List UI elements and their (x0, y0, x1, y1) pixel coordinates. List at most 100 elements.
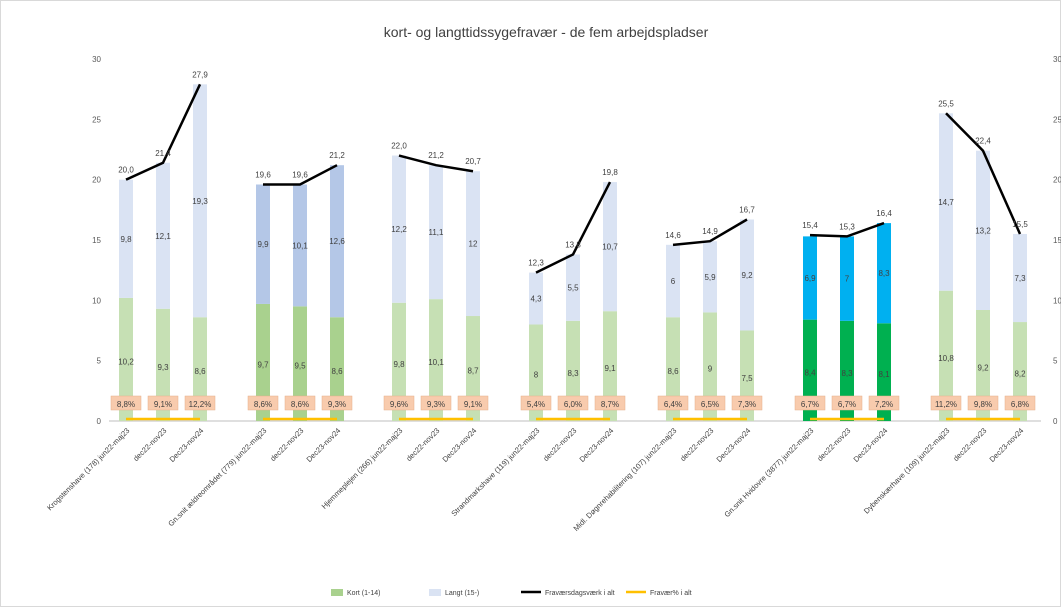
pct-value-label: 6,7% (801, 400, 819, 409)
pct-value-label: 7,2% (875, 400, 893, 409)
kort-value-label: 8,6 (194, 367, 206, 376)
pct-value-label: 8,7% (601, 400, 619, 409)
total-value-label: 14,6 (665, 231, 681, 240)
y-tick-label-right-1: 5 (1053, 357, 1058, 366)
chart-title: kort- og langttidssygefravær - de fem ar… (384, 24, 709, 40)
bar-langt (119, 179, 133, 298)
y-tick-label-left-1: 5 (97, 357, 102, 366)
lines (125, 83, 1022, 421)
total-line (535, 181, 612, 274)
kort-value-label: 8,1 (878, 370, 890, 379)
kort-value-label: 9,2 (977, 363, 989, 372)
y-tick-label-left-4: 20 (92, 176, 101, 185)
kort-value-label: 8 (534, 371, 539, 380)
category-label: Dec23-nov24 (304, 426, 342, 464)
pct-value-label: 6,7% (838, 400, 856, 409)
pct-value-label: 12,2% (189, 400, 212, 409)
bar-kort (193, 317, 207, 421)
total-line (809, 221, 885, 238)
pct-label-box (184, 395, 216, 411)
pct-label-box (147, 395, 179, 411)
langt-value-label: 14,7 (938, 198, 954, 207)
pct-label-box (694, 395, 726, 411)
pct-label-box (284, 395, 316, 411)
total-value-label: 15,3 (839, 222, 855, 231)
pct-value-label: 5,4% (527, 400, 545, 409)
langt-value-label: 4,3 (530, 295, 542, 304)
pct-label-box (457, 395, 489, 411)
bar-kort (119, 297, 133, 421)
bar-langt (529, 272, 543, 325)
total-line (672, 218, 748, 247)
y-tick-label-left-2: 10 (92, 296, 101, 305)
kort-value-label: 9,1 (604, 364, 616, 373)
pct-label-box (731, 395, 763, 411)
y-tick-label-right-0: 0 (1053, 417, 1058, 426)
langt-value-label: 6,9 (804, 274, 816, 283)
total-value-label: 21,2 (329, 151, 345, 160)
langt-value-label: 10,1 (292, 241, 308, 250)
total-value-label: 21,2 (428, 151, 444, 160)
langt-value-label: 12,1 (155, 232, 171, 241)
category-label: Gn.snit ældreområdet (779) jun22-maj23 (166, 426, 268, 528)
langt-value-label: 7,3 (1014, 274, 1026, 283)
pct-label-box (794, 395, 826, 411)
langt-value-label: 13,2 (975, 226, 991, 235)
y-tick-label-right-2: 10 (1053, 296, 1061, 305)
category-label: dec22-nov23 (541, 426, 578, 463)
pct-label-box (930, 395, 962, 411)
pct-value-label: 6,5% (701, 400, 719, 409)
langt-value-label: 5,9 (704, 273, 716, 282)
pct-value-label: 11,2% (935, 400, 957, 409)
total-value-label: 25,5 (938, 99, 954, 108)
bar-langt (666, 244, 680, 318)
kort-value-label: 8,2 (1014, 370, 1026, 379)
langt-value-label: 12,2 (391, 225, 407, 234)
y-tick-label-left-6: 30 (92, 55, 101, 64)
kort-value-label: 8,6 (667, 367, 679, 376)
langt-value-label: 11,1 (429, 228, 445, 237)
total-line (398, 154, 474, 173)
bar-langt (392, 155, 406, 303)
pct-label-box (520, 395, 552, 411)
total-value-label: 16,7 (739, 205, 755, 214)
total-line (263, 164, 338, 186)
bar-kort (466, 316, 480, 421)
category-label: Dec23-nov24 (440, 426, 478, 464)
pct-value-label: 9,3% (427, 400, 445, 409)
category-label: dec22-nov23 (678, 426, 715, 463)
bar-kort (156, 308, 170, 421)
bar-kort (666, 317, 680, 421)
legend-label: Fravær% i alt (650, 590, 692, 597)
bar-langt (466, 171, 480, 317)
kort-value-label: 8,3 (567, 369, 579, 378)
kort-value-label: 10,1 (428, 358, 444, 367)
pct-label-box (657, 395, 689, 411)
total-value-label: 21,4 (155, 149, 171, 158)
category-label: dec22-nov23 (268, 426, 305, 463)
pct-value-label: 9,8% (974, 400, 992, 409)
pct-label-box (321, 395, 353, 411)
y-tick-label-left-5: 25 (92, 115, 101, 124)
pct-value-label: 8,6% (291, 400, 309, 409)
pct-value-label: 7,3% (738, 400, 756, 409)
bar-langt (877, 223, 891, 324)
bar-kort (603, 311, 617, 421)
pct-value-label: 6,0% (564, 400, 582, 409)
pct-label-box (557, 395, 589, 411)
bar-langt (193, 84, 207, 318)
pct-label-box (420, 395, 452, 411)
pct-label-box (967, 395, 999, 411)
pct-value-label: 6,4% (664, 400, 682, 409)
bar-langt (603, 182, 617, 312)
kort-value-label: 9,5 (294, 362, 306, 371)
category-label: Dec23-nov24 (987, 426, 1025, 464)
bar-langt (703, 241, 717, 313)
pct-label-box (1004, 395, 1036, 411)
pct-label-box (110, 395, 142, 411)
bar-kort (392, 302, 406, 421)
pct-value-label: 6,8% (1011, 400, 1029, 409)
kort-value-label: 10,2 (118, 357, 134, 366)
langt-value-label: 9,2 (741, 271, 753, 280)
